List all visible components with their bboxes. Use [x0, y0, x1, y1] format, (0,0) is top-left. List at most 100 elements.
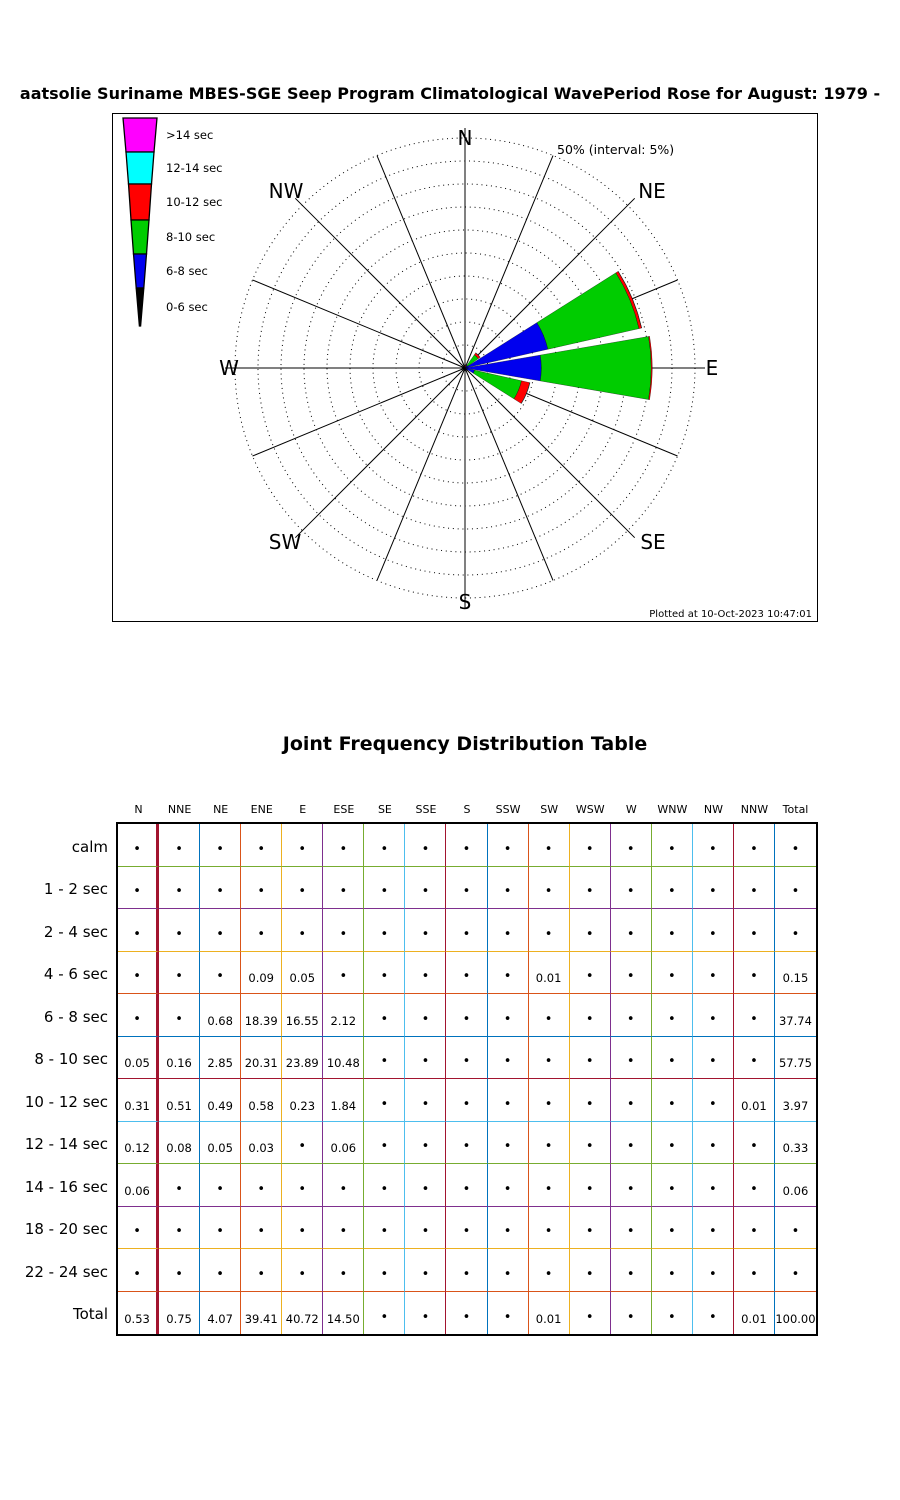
table-cell: 0.06 [118, 1164, 160, 1207]
legend-label: >14 sec [166, 128, 213, 142]
table-cell: • [569, 1079, 611, 1122]
table-cell: • [610, 1206, 652, 1249]
table-cell: • [364, 1036, 406, 1079]
table-cell: 0.23 [282, 1079, 324, 1122]
table-cell: • [323, 1206, 365, 1249]
table-cell: 23.89 [282, 1036, 324, 1079]
column-header: N [134, 803, 143, 816]
row-label: 6 - 8 sec [43, 1007, 108, 1026]
table-cell: • [610, 824, 652, 867]
table-cell: • [733, 1036, 775, 1079]
table-cell: • [692, 1121, 734, 1164]
table-cell: • [159, 824, 201, 867]
spoke-line [294, 367, 466, 539]
table-cell: • [118, 909, 160, 952]
column-header: SW [540, 803, 559, 816]
table-cell: • [610, 951, 652, 994]
row-label: 12 - 14 sec [24, 1135, 108, 1153]
table-cell: • [651, 951, 693, 994]
table-cell: • [733, 1206, 775, 1249]
table-cell: • [487, 1036, 529, 1079]
table-cell: • [487, 909, 529, 952]
column-header: ENE [250, 803, 273, 816]
legend-label: 10-12 sec [166, 195, 222, 209]
table-cell: • [405, 994, 447, 1037]
table-cell: 0.06 [774, 1164, 816, 1207]
column-header: ESE [333, 803, 355, 816]
wave-rose-panel: N NE E SE S SW W NW >14 sec 12-14 sec 10-12 sec 8-1… [112, 113, 818, 622]
row-label: Total [72, 1305, 108, 1323]
table-cell: • [446, 1206, 488, 1249]
table-cell: • [282, 866, 324, 909]
table-cell: • [733, 1164, 775, 1207]
table-cell: • [692, 1079, 734, 1122]
table-cell: 0.08 [159, 1121, 201, 1164]
table-cell: • [364, 1206, 406, 1249]
table-cell: • [241, 1249, 283, 1292]
table-cell: • [569, 909, 611, 952]
table-cell: • [405, 951, 447, 994]
table-cell: • [610, 1121, 652, 1164]
spoke-line [252, 279, 466, 369]
column-header: NW [703, 803, 723, 816]
table-cell: • [241, 1164, 283, 1207]
table-cell: • [569, 1206, 611, 1249]
table-cell: • [118, 1249, 160, 1292]
table-cell: • [528, 824, 570, 867]
table-cell: 100.00 [775, 1312, 816, 1326]
table-cell: • [159, 1164, 201, 1207]
table-cell: • [159, 1249, 201, 1292]
row-label: calm [71, 837, 108, 856]
table-cell: • [200, 1206, 242, 1249]
table-cell: • [651, 1164, 693, 1207]
table-cell: • [241, 824, 283, 867]
table-cell: • [118, 951, 160, 994]
table-cell: 0.75 [159, 1291, 201, 1334]
table-heading: Joint Frequency Distribution Table [282, 733, 648, 755]
column-header: SE [377, 803, 392, 816]
table-cell: • [200, 1249, 242, 1292]
table-cell: 1.84 [323, 1079, 365, 1122]
table-cell: • [569, 1036, 611, 1079]
table-cell: 20.31 [241, 1036, 283, 1079]
legend-label: 0-6 sec [166, 300, 208, 314]
wave-rose-chart: N NE E SE S SW W NW >14 sec 12-14 sec 10-12 sec 8-1… [122, 117, 812, 620]
table-cell: 0.01 [528, 951, 570, 994]
table-cell: • [733, 1249, 775, 1292]
table-cell: 0.05 [118, 1036, 160, 1079]
table-cell: • [569, 866, 611, 909]
table-cell: • [651, 909, 693, 952]
table-cell: • [528, 1206, 570, 1249]
table-cell: • [364, 866, 406, 909]
table-cell: • [774, 824, 816, 867]
table-cell: • [405, 909, 447, 952]
column-header: S [463, 803, 471, 816]
table-cell: • [610, 1079, 652, 1122]
petal-segment [617, 271, 642, 329]
table-cell: • [118, 824, 160, 867]
legend-swatch [122, 117, 158, 153]
legend-swatch [125, 151, 155, 185]
table-cell: • [159, 1206, 201, 1249]
table-cell: 0.53 [118, 1291, 160, 1334]
table-cell: • [488, 1291, 529, 1334]
table-cell: • [774, 1207, 816, 1249]
table-cell: 0.12 [118, 1121, 160, 1164]
table-cell: • [611, 1291, 652, 1334]
compass-label: W [219, 356, 239, 380]
table-cell: • [610, 866, 652, 909]
column-header: E [299, 803, 307, 816]
table-cell: • [651, 994, 693, 1037]
table-cell: 2.85 [200, 1036, 242, 1079]
table-cell: • [610, 1249, 652, 1292]
table-cell: 0.01 [734, 1291, 775, 1334]
table-cell: • [446, 1291, 488, 1334]
legend-swatch [132, 253, 148, 289]
table-cell: 0.33 [774, 1122, 816, 1164]
table-cell: • [651, 1036, 693, 1079]
table-cell: • [405, 1164, 447, 1207]
table-cell: • [282, 1206, 324, 1249]
table-cell: • [733, 866, 775, 909]
table-cell: • [405, 1121, 447, 1164]
